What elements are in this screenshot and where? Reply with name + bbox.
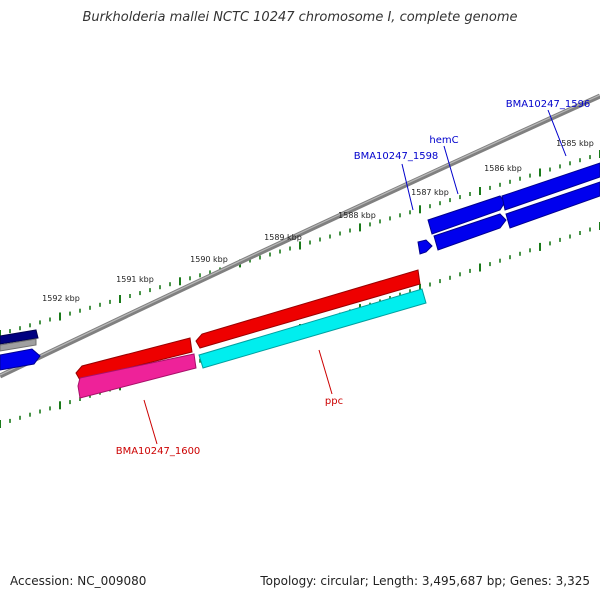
- leader-bma10247-1598: [401, 163, 414, 211]
- scale-label-1586: 1586 kbp: [484, 164, 522, 173]
- topology-text: Topology: circular; Length: 3,495,687 bp…: [260, 574, 590, 588]
- gene-feature-bma10247-1598[interactable]: [433, 213, 507, 251]
- map-title: Burkholderia mallei NCTC 10247 chromosom…: [82, 10, 518, 25]
- gene-feature-pink[interactable]: [77, 353, 197, 399]
- gene-feature-ppc[interactable]: [195, 269, 421, 349]
- scale-label-1588: 1588 kbp: [338, 211, 376, 220]
- scale-label-1585: 1585 kbp: [556, 139, 594, 148]
- gene-feature-left-forward[interactable]: [0, 348, 41, 371]
- gene-feature-left-grey[interactable]: [0, 338, 37, 352]
- leader-bma10247-1600: [143, 399, 158, 445]
- chromosome-backbone-highlight: [0, 94, 600, 376]
- gene-feature-small-forward[interactable]: [417, 239, 433, 255]
- gene-feature-bma10247-1596[interactable]: [501, 162, 600, 211]
- left-edge-genes: [0, 329, 41, 371]
- label-leaders: [143, 109, 567, 445]
- gene-label-bma10247-1598[interactable]: BMA10247_1598: [354, 151, 439, 162]
- gene-label-bma10247-1600[interactable]: BMA10247_1600: [116, 446, 201, 457]
- leader-ppc: [318, 349, 333, 395]
- gene-feature-forward-inner[interactable]: [505, 181, 600, 229]
- scale-label-1589: 1589 kbp: [264, 233, 302, 242]
- leader-bma10247-1596: [547, 109, 567, 157]
- gene-feature-left-dark[interactable]: [0, 329, 39, 345]
- scale-label-1587: 1587 kbp: [411, 188, 449, 197]
- gene-label-ppc[interactable]: ppc: [325, 396, 343, 407]
- accession-text: Accession: NC_009080: [10, 574, 147, 588]
- reverse-strand-genes: [75, 269, 427, 399]
- gene-label-bma10247-1596[interactable]: BMA10247_1596: [506, 99, 591, 110]
- forward-strand-genes: [417, 162, 600, 255]
- outer-scale-ticks: [0, 150, 600, 338]
- gene-feature-cyan[interactable]: [198, 288, 427, 369]
- scale-label-1590: 1590 kbp: [190, 255, 228, 264]
- scale-label-1591: 1591 kbp: [116, 275, 154, 284]
- gene-label-hemc[interactable]: hemC: [429, 135, 458, 146]
- gene-feature-hemc[interactable]: [427, 195, 506, 235]
- leader-hemc: [443, 145, 459, 195]
- chromosome-backbone: [0, 93, 600, 379]
- scale-label-1592: 1592 kbp: [42, 294, 80, 303]
